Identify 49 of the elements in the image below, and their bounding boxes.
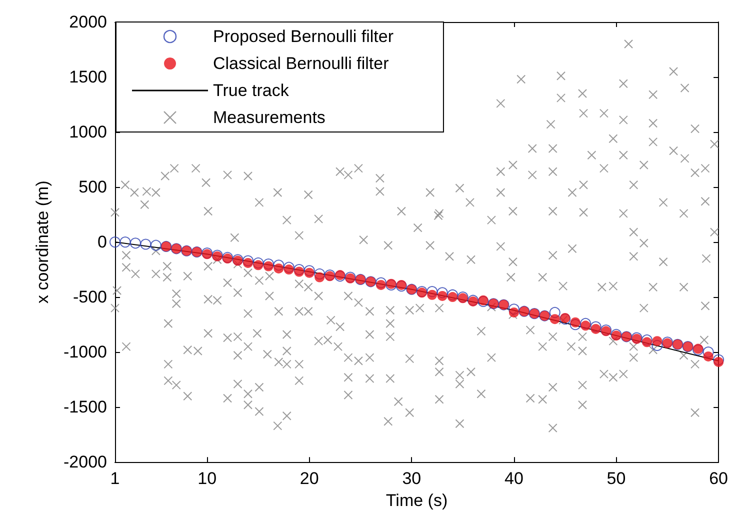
x-tick-label: 20	[300, 469, 319, 488]
y-tick-label: -1000	[64, 342, 107, 362]
legend-label: Measurements	[213, 108, 326, 127]
point	[642, 337, 652, 348]
point	[427, 290, 438, 300]
point	[314, 272, 325, 282]
point	[284, 264, 294, 275]
x-tick-label: 60	[709, 469, 728, 488]
x-tick-label: 40	[504, 469, 524, 488]
point	[294, 266, 304, 277]
point	[437, 290, 448, 301]
y-tick-label: -500	[72, 288, 107, 307]
point	[253, 260, 264, 270]
y-tick-label: 2000	[69, 12, 107, 32]
legend-label: True track	[213, 81, 290, 100]
point	[110, 236, 120, 248]
point	[120, 236, 131, 248]
x-tick-label: 30	[402, 469, 422, 488]
y-tick-label: 1500	[69, 68, 107, 87]
y-axis-title: x coordinate (m)	[33, 180, 52, 304]
legend-label: Classical Bernoulli filter	[213, 54, 390, 73]
point	[580, 320, 591, 331]
point	[140, 238, 152, 250]
x-axis-title: Time (s)	[386, 491, 448, 510]
point	[150, 240, 162, 251]
point	[590, 324, 601, 334]
point	[263, 261, 274, 272]
x-tick-label: 50	[606, 469, 626, 488]
y-tick-label: 0	[98, 232, 107, 252]
point	[714, 356, 724, 367]
y-tick-label: 500	[78, 178, 107, 197]
point	[130, 238, 141, 249]
x-tick-label: 1	[110, 469, 120, 488]
point	[652, 336, 662, 346]
point	[242, 258, 253, 268]
point	[274, 263, 284, 274]
point	[304, 268, 314, 278]
y-tick-label: -2000	[64, 452, 107, 472]
y-tick-label: -1500	[64, 398, 107, 417]
point	[550, 314, 560, 324]
point	[508, 307, 519, 318]
x-tick-label: 10	[198, 469, 217, 488]
point	[549, 306, 560, 318]
point	[376, 280, 386, 290]
y-tick-label: 1000	[69, 122, 107, 142]
legend-label: Proposed Bernoulli filter	[213, 27, 394, 46]
point	[703, 351, 714, 362]
point	[570, 317, 580, 328]
point	[448, 292, 458, 302]
